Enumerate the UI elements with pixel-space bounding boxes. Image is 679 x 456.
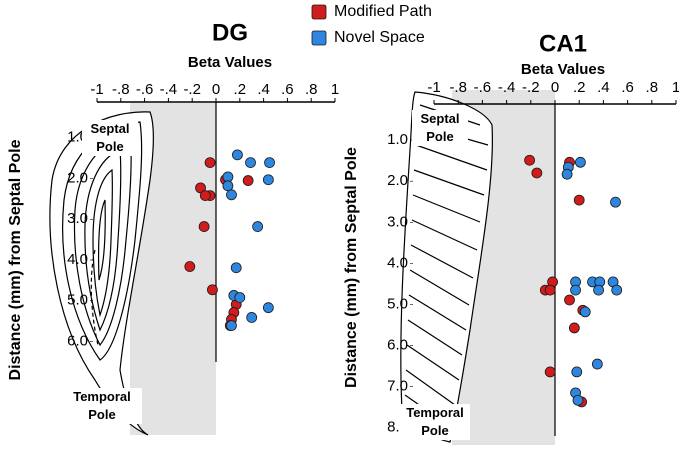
point — [564, 294, 575, 306]
point — [226, 189, 237, 201]
y-tick-label: 3.0 — [67, 210, 88, 227]
x-tick-label: 1 — [331, 81, 339, 98]
point — [262, 174, 274, 186]
annotation: Septal Pole — [82, 120, 138, 156]
x-tick-label: -.6 — [474, 79, 492, 96]
x-tick-label: -.4 — [160, 81, 178, 98]
x-tick-label: .4 — [257, 81, 270, 98]
point — [195, 182, 206, 194]
x-tick-label: -.2 — [183, 81, 201, 98]
x-tick-label: -.6 — [136, 81, 154, 98]
point — [199, 190, 211, 202]
annotation: Temporal Pole — [400, 404, 470, 440]
y-tick-label: 4.0 — [67, 251, 88, 268]
x-tick-label: -1 — [90, 81, 103, 98]
point — [571, 366, 583, 378]
legend: Modified Path Novel Space — [311, 3, 432, 46]
x-tick-label: 1 — [672, 79, 679, 96]
point — [570, 284, 581, 296]
point — [232, 149, 243, 161]
x-tick-label: .2 — [234, 81, 247, 98]
x-tick-label: -.8 — [112, 81, 130, 98]
x-tick-label: .8 — [305, 81, 318, 98]
point — [524, 154, 535, 166]
point — [246, 312, 258, 323]
point — [610, 196, 621, 208]
x-tick-label: 0 — [212, 81, 220, 98]
y-tick-label: 3.0 — [387, 213, 408, 230]
x-tick-label: .6 — [621, 79, 634, 96]
legend-label: Modified Path — [334, 3, 432, 20]
y-tick-label: 2.0 — [387, 172, 408, 189]
point — [245, 157, 256, 169]
point — [568, 322, 580, 334]
point — [264, 157, 275, 169]
y-tick-label: 6.0 — [67, 332, 88, 349]
point — [230, 262, 242, 274]
x-axis-label: Beta Values — [188, 54, 272, 71]
point — [242, 175, 254, 186]
x-axis-label: Beta Values — [521, 61, 605, 78]
chart-title: CA1 — [539, 30, 587, 57]
point — [573, 194, 585, 206]
point — [252, 221, 264, 232]
x-tick-label: .4 — [597, 79, 610, 96]
x-tick-label: .8 — [646, 79, 659, 96]
point — [222, 180, 234, 192]
point — [611, 284, 623, 296]
point — [204, 157, 216, 169]
x-tick-label: .2 — [573, 79, 586, 96]
legend-swatch — [311, 4, 327, 20]
y-tick-label: 7.0 — [387, 378, 408, 395]
point — [561, 168, 573, 180]
point — [591, 358, 603, 370]
y-tick-label: 6.0 — [387, 337, 408, 354]
y-axis-label: Distance (mm) from Septal Pole — [343, 147, 360, 388]
legend-swatch — [311, 30, 327, 46]
annotation: Septal Pole — [412, 110, 468, 146]
point — [226, 320, 237, 332]
point — [593, 284, 604, 296]
point — [531, 167, 543, 179]
y-tick-label: 1.0 — [387, 131, 408, 148]
point — [184, 261, 196, 272]
y-tick-label: 5.0 — [387, 295, 408, 312]
x-tick-label: -.8 — [449, 79, 467, 96]
point — [198, 221, 210, 232]
point — [544, 284, 556, 296]
y-tick-label: 5.0 — [67, 292, 88, 309]
y-tick-label: 2.0 — [67, 169, 88, 186]
annotation: Temporal Pole — [62, 388, 142, 424]
point — [262, 302, 274, 314]
point — [575, 156, 586, 168]
point — [234, 292, 246, 303]
legend-label: Novel Space — [334, 29, 425, 46]
point — [222, 171, 234, 183]
x-tick-label: .6 — [281, 81, 294, 98]
y-tick-label: 4.0 — [387, 254, 408, 271]
point — [207, 284, 218, 296]
point — [544, 366, 556, 378]
x-tick-label: -.2 — [522, 79, 540, 96]
dg-drawing — [49, 111, 154, 436]
point — [572, 394, 584, 406]
x-tick-label: -1 — [427, 79, 440, 96]
x-tick-label: 0 — [551, 79, 559, 96]
x-tick-label: -.4 — [498, 79, 516, 96]
point — [579, 306, 591, 318]
y-axis-label: Distance (mm) from Septal Pole — [7, 139, 24, 380]
chart-title: DG — [212, 19, 248, 46]
